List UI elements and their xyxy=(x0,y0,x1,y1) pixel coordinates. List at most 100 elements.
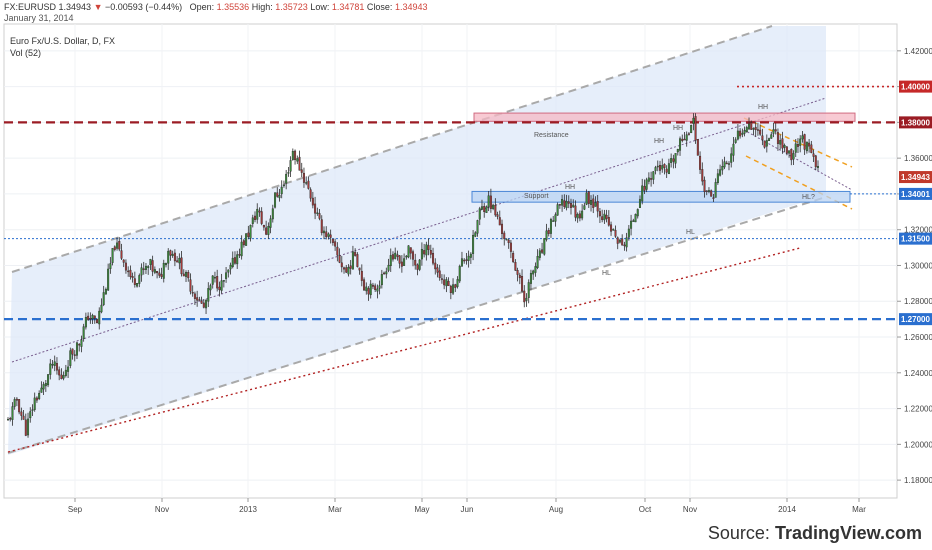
candle-up xyxy=(625,237,628,248)
candle-down xyxy=(298,156,301,171)
candle-up xyxy=(167,250,170,264)
candle-up xyxy=(492,204,495,209)
candle-down xyxy=(756,129,759,131)
candle-up xyxy=(532,270,535,275)
candle-up xyxy=(536,256,539,268)
candle-up xyxy=(38,393,41,400)
level-price-badge xyxy=(899,187,932,200)
candle-up xyxy=(741,132,744,135)
symbol: FX:EURUSD xyxy=(4,2,57,12)
candle-up xyxy=(612,228,615,231)
candle-up xyxy=(805,141,808,152)
candle-up xyxy=(213,276,216,279)
candle-down xyxy=(503,232,506,239)
candle-down xyxy=(569,203,572,208)
candle-up xyxy=(6,419,9,421)
candle-up xyxy=(269,218,272,228)
candle-up xyxy=(779,140,782,145)
candle-down xyxy=(587,191,590,204)
candle-down xyxy=(169,250,172,256)
candle-up xyxy=(47,374,50,386)
candle-up xyxy=(456,279,459,287)
candle-up xyxy=(365,286,368,292)
candle-down xyxy=(705,190,708,192)
annotation-label: HH xyxy=(758,104,768,111)
candle-down xyxy=(541,249,544,253)
candle-down xyxy=(182,273,185,277)
candle-up xyxy=(636,209,639,217)
resistance-label: Resistance xyxy=(534,132,569,139)
x-tick-label: Oct xyxy=(639,505,652,514)
candle-up xyxy=(64,369,67,376)
candle-down xyxy=(432,252,435,264)
candle-down xyxy=(329,234,332,238)
candle-up xyxy=(527,282,530,298)
annotation-label: HL xyxy=(686,229,695,236)
level-price-badge xyxy=(899,232,932,245)
candle-down xyxy=(725,162,728,165)
candle-up xyxy=(153,269,156,273)
candle-up xyxy=(116,242,119,249)
candle-up xyxy=(327,233,330,237)
candle-down xyxy=(120,250,123,259)
candle-up xyxy=(111,248,114,263)
candle-up xyxy=(376,288,379,292)
candle-up xyxy=(69,350,72,366)
candle-down xyxy=(567,201,570,204)
candle-up xyxy=(40,387,43,393)
candle-up xyxy=(630,220,633,229)
candle-up xyxy=(585,192,588,205)
close-label: Close: xyxy=(366,2,393,12)
candle-up xyxy=(641,185,644,202)
candle-up xyxy=(185,272,188,277)
symbol-header: FX:EURUSD 1.34943 ▼ −0.00593 (−0.44%) Op… xyxy=(4,2,427,24)
candle-down xyxy=(696,139,699,156)
candle-down xyxy=(151,260,154,272)
candle-up xyxy=(67,366,70,372)
candle-down xyxy=(509,242,512,252)
candle-up xyxy=(62,375,65,379)
y-tick-label: 1.30000 xyxy=(904,261,932,270)
annotations: HH HH HH HH HL HL HL? Resistance Support xyxy=(524,104,815,277)
candle-up xyxy=(80,339,83,347)
candle-down xyxy=(349,265,352,269)
candle-up xyxy=(164,262,167,266)
candle-down xyxy=(354,251,357,256)
candle-up xyxy=(245,233,248,246)
x-axis[interactable]: Sep Nov 2013 Mar May Jun Aug Oct Nov 2014 Mar xyxy=(68,498,866,514)
candle-down xyxy=(810,144,813,153)
candle-up xyxy=(149,259,152,265)
candle-up xyxy=(445,279,448,287)
candle-down xyxy=(142,268,145,270)
x-tick-label: Sep xyxy=(68,505,83,514)
candle-up xyxy=(692,117,695,124)
candle-up xyxy=(138,275,141,284)
channel-midline xyxy=(11,97,827,363)
candle-up xyxy=(487,195,490,208)
candle-up xyxy=(280,186,283,195)
candle-up xyxy=(667,163,670,175)
candle-up xyxy=(452,284,455,294)
candle-down xyxy=(158,272,161,276)
candle-up xyxy=(469,253,472,258)
candle-down xyxy=(776,132,779,144)
candle-up xyxy=(267,226,270,235)
level-price-badge xyxy=(899,313,932,326)
candle-down xyxy=(434,262,437,270)
candle-down xyxy=(454,284,457,288)
candle-down xyxy=(78,343,81,346)
candle-down xyxy=(318,213,321,219)
candle-up xyxy=(236,254,239,265)
y-axis[interactable]: 1.18000 1.20000 1.22000 1.24000 1.26000 1.280… xyxy=(897,47,932,485)
high-label: High: xyxy=(251,2,273,12)
candle-up xyxy=(220,280,223,291)
candle-up xyxy=(576,214,579,219)
candle-down xyxy=(665,168,668,173)
candle-up xyxy=(407,245,410,258)
open-value: 1.35536 xyxy=(216,2,250,12)
candle-down xyxy=(440,278,443,280)
candle-up xyxy=(768,138,771,141)
candle-down xyxy=(24,419,27,436)
candle-down xyxy=(616,237,619,244)
